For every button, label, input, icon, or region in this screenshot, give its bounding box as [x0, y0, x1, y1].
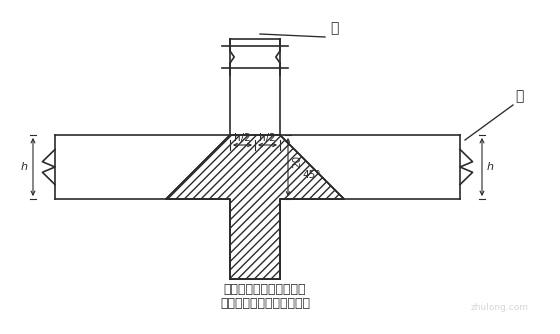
- Text: h: h: [21, 162, 28, 172]
- Text: 20: 20: [292, 154, 302, 168]
- Text: 45°: 45°: [302, 170, 320, 180]
- Text: h/2: h/2: [234, 133, 251, 143]
- Text: 梁、柱节点处不同等级混: 梁、柱节点处不同等级混: [224, 283, 306, 296]
- Text: h/2: h/2: [259, 133, 276, 143]
- Text: 梁: 梁: [515, 89, 524, 103]
- Text: zhulong.com: zhulong.com: [471, 303, 529, 312]
- Text: 柱: 柱: [330, 21, 338, 35]
- Text: h: h: [487, 162, 494, 172]
- Text: 凝土浇筑施工缝留置示意图: 凝土浇筑施工缝留置示意图: [220, 297, 310, 310]
